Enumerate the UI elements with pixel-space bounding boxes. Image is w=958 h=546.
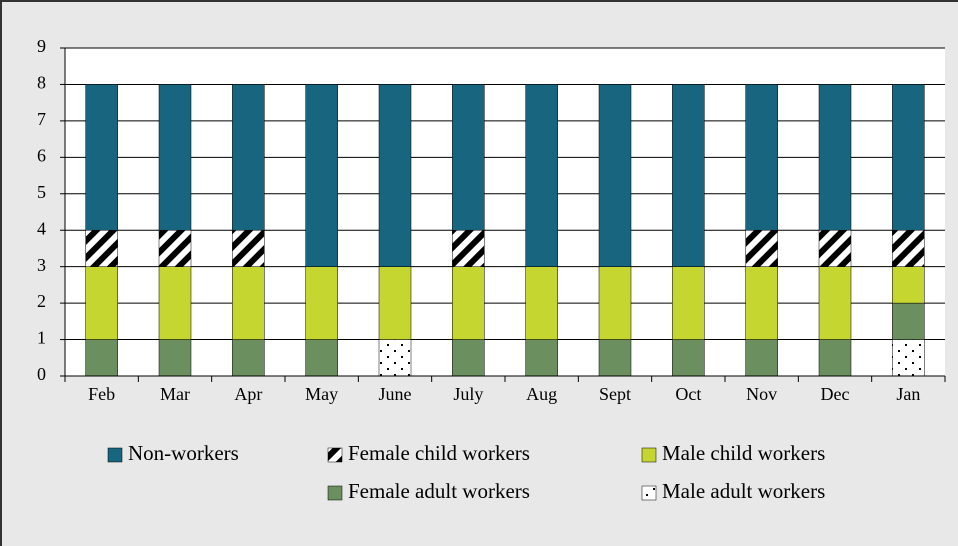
bar-segment [598,84,632,267]
x-tick-label: Sept [599,384,631,404]
bar-segment [672,266,705,340]
legend-swatch [107,447,123,463]
x-tick-label: Jan [896,384,920,404]
plot-area [65,48,945,376]
bar-segment [598,339,632,377]
bar-segment [232,339,265,377]
bar-segment [378,266,412,340]
bar-segment [232,266,265,340]
legend-label: Female child workers [348,441,530,465]
bar-segment [305,84,338,267]
y-tick-label: 3 [37,255,46,275]
x-tick-label: Nov [746,384,777,404]
legend-swatch [327,447,343,463]
bar-segment [892,266,925,304]
bar-segment [85,266,118,340]
bar-segment [892,302,925,340]
bar-segment [818,266,852,340]
bar-segment [85,84,118,231]
bar-segment [672,339,705,377]
bar-segment [305,266,338,340]
legend-swatch [641,447,657,463]
bar-segment [818,229,852,267]
y-tick-label: 9 [37,36,46,56]
bar-segment [525,266,558,340]
bar-segment [378,84,412,267]
bar-segment [525,339,558,377]
bar-segment [378,339,412,377]
bar-segment [525,84,558,267]
legend-label: Male child workers [662,441,825,465]
bar-segment [85,229,118,267]
bar-segment [452,339,485,377]
bar-segment [818,84,852,231]
y-tick-label: 1 [37,328,46,348]
legend-label: Female adult workers [348,479,530,503]
x-tick-label: May [305,384,338,404]
bar-segment [745,339,778,377]
bar-segment [452,229,485,267]
y-tick-label: 6 [37,145,46,165]
bar-segment [158,229,192,267]
y-tick-label: 8 [37,73,46,93]
x-tick-label: July [453,384,483,404]
bar-segment [452,266,485,340]
x-tick-label: June [379,384,412,404]
legend-swatch [327,485,343,501]
x-tick-label: Apr [234,384,262,404]
bar-segment [892,339,925,377]
bar-segment [745,229,778,267]
bar-segment [672,84,705,267]
bar-segment [232,84,265,231]
y-tick-label: 5 [37,182,46,202]
legend-label: Male adult workers [662,479,825,503]
legend-swatch [641,485,657,501]
legend-label: Non-workers [128,441,239,465]
y-tick-label: 4 [37,218,46,238]
y-tick-label: 7 [37,109,46,129]
bar-segment [158,339,192,377]
bar-segment [232,229,265,267]
bar-segment [158,266,192,340]
bar-segment [598,266,632,340]
bar-segment [158,84,192,231]
bar-segment [818,339,852,377]
x-tick-label: Oct [675,384,701,404]
bar-segment [892,229,925,267]
y-tick-label: 2 [37,291,46,311]
y-tick-label: 0 [37,364,46,384]
bar-segment [745,266,778,340]
bar-segment [305,339,338,377]
x-tick-label: Dec [821,384,850,404]
x-tick-label: Aug [526,384,557,404]
x-tick-label: Feb [88,384,115,404]
bar-segment [745,84,778,231]
x-tick-label: Mar [160,384,190,404]
bar-segment [892,84,925,231]
bar-segment [85,339,118,377]
bar-segment [452,84,485,231]
